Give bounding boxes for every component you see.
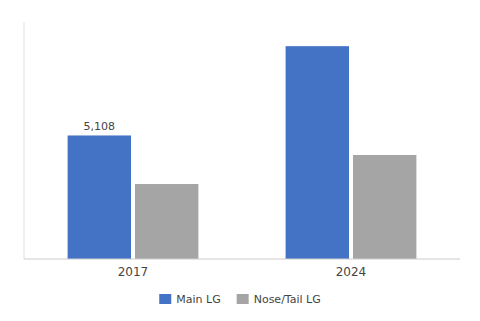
bar — [68, 135, 131, 259]
x-tick-label: 2017 — [118, 265, 149, 279]
bar — [353, 155, 416, 259]
chart-svg: 2017 2024 5,108 Main LG Nose/Tail LG — [0, 0, 480, 321]
background — [0, 0, 480, 321]
legend: Main LG Nose/Tail LG — [159, 293, 321, 306]
bars — [68, 46, 417, 259]
annotation: 5,108 — [84, 120, 116, 133]
bar — [286, 46, 349, 259]
x-axis-line — [24, 259, 460, 260]
legend-label: Main LG — [176, 293, 220, 306]
x-tick-label: 2024 — [336, 265, 367, 279]
legend-swatch — [159, 294, 171, 304]
bar — [135, 184, 198, 259]
y-range-line — [24, 22, 25, 259]
chart-container: 2017 2024 5,108 Main LG Nose/Tail LG — [0, 0, 480, 321]
legend-label: Nose/Tail LG — [254, 293, 321, 306]
legend-swatch — [237, 294, 249, 304]
